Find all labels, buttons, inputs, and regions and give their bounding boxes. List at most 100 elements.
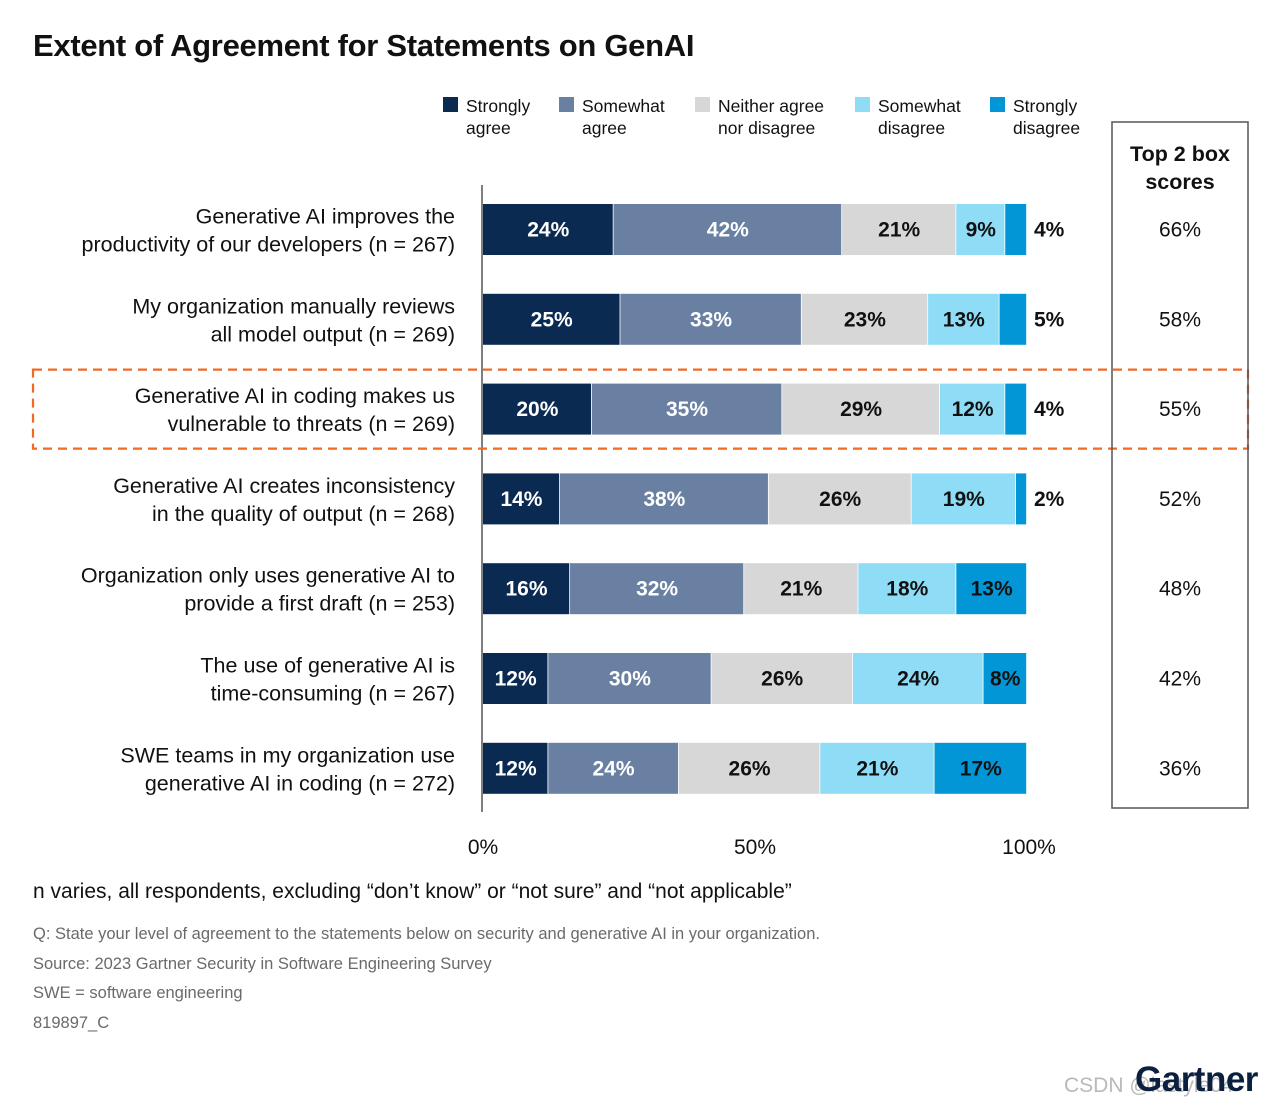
bar-segment	[483, 653, 548, 704]
data-label: 24%	[527, 219, 569, 242]
data-label: 23%	[844, 308, 886, 331]
bar-segment	[620, 293, 801, 345]
x-tick-label: 0%	[468, 836, 498, 859]
bar-segment	[820, 742, 934, 794]
bar-segment	[559, 473, 768, 525]
bar-segment	[744, 563, 858, 615]
legend-label-3: nor disagree	[718, 118, 815, 138]
bar-segment	[999, 293, 1027, 345]
top2-header: scores	[1145, 170, 1214, 194]
bar-segment	[483, 473, 560, 525]
bar-segment	[934, 742, 1027, 794]
legend-label-4: disagree	[878, 118, 945, 138]
legend-label-2: Somewhat	[582, 96, 665, 116]
category-label: in the quality of output (n = 268)	[152, 502, 455, 526]
legend-label-5: disagree	[1013, 118, 1080, 138]
top2-score: 48%	[1159, 578, 1201, 601]
top2-score: 58%	[1159, 308, 1201, 331]
bar-segment	[1005, 204, 1027, 255]
data-label: 13%	[943, 308, 985, 331]
bar-segment	[1016, 473, 1027, 525]
legend-label-1: agree	[466, 118, 511, 138]
bar-segment	[711, 653, 853, 704]
data-label: 8%	[990, 668, 1021, 691]
legend-label-2: agree	[582, 118, 627, 138]
category-label: My organization manually reviews	[132, 294, 455, 318]
bar-segment	[768, 473, 911, 525]
category-label: Generative AI improves the	[196, 205, 455, 229]
bar-segment	[939, 383, 1005, 435]
data-label: 32%	[636, 578, 678, 601]
data-label: 33%	[690, 308, 732, 331]
figure-id: 819897_C	[33, 1014, 110, 1032]
bar-segment	[956, 563, 1027, 615]
legend-swatch-1	[443, 97, 458, 112]
data-label: 16%	[506, 578, 548, 601]
top2-score: 55%	[1159, 398, 1201, 421]
data-label: 29%	[840, 398, 882, 421]
data-label: 20%	[516, 398, 558, 421]
category-label: The use of generative AI is	[200, 654, 455, 678]
top2-header: Top 2 box	[1130, 142, 1230, 166]
data-label: 4%	[1034, 219, 1065, 242]
bar-segment	[858, 563, 956, 615]
data-label: 21%	[780, 578, 822, 601]
top2-score: 42%	[1159, 668, 1201, 691]
category-label: provide a first draft (n = 253)	[184, 592, 455, 616]
question-note: Q: State your level of agreement to the …	[33, 925, 820, 943]
bar-segment	[548, 653, 711, 704]
x-tick-label: 100%	[1002, 836, 1056, 859]
source-note: Source: 2023 Gartner Security in Softwar…	[33, 955, 492, 973]
gartner-logo: Gartner	[1135, 1060, 1258, 1099]
data-label: 12%	[952, 398, 994, 421]
data-label: 2%	[1034, 488, 1065, 511]
watermark-text: CSDN @lastyle04	[1064, 1074, 1234, 1097]
bar-segment	[852, 653, 983, 704]
data-label: 17%	[960, 757, 1002, 780]
category-label: Generative AI in coding makes us	[135, 384, 455, 408]
data-label: 13%	[971, 578, 1013, 601]
data-label: 21%	[856, 757, 898, 780]
x-tick-label: 50%	[734, 836, 776, 859]
category-label: time-consuming (n = 267)	[211, 682, 455, 706]
data-label: 26%	[819, 488, 861, 511]
bar-segment	[613, 204, 842, 255]
bar-segment	[782, 383, 940, 435]
data-label: 26%	[761, 668, 803, 691]
top2-score: 66%	[1159, 219, 1201, 242]
data-label: 26%	[729, 757, 771, 780]
bar-segment	[483, 204, 613, 255]
data-label: 4%	[1034, 398, 1065, 421]
category-label: SWE teams in my organization use	[120, 743, 455, 767]
category-label: vulnerable to threats (n = 269)	[168, 412, 455, 436]
highlight-box	[31, 368, 1250, 450]
bar-segment	[591, 383, 782, 435]
legend-label-3: Neither agree	[718, 96, 824, 116]
category-label: generative AI in coding (n = 272)	[145, 771, 455, 795]
category-label: Organization only uses generative AI to	[81, 564, 455, 588]
legend-swatch-4	[855, 97, 870, 112]
top2-score: 52%	[1159, 488, 1201, 511]
legend-label-4: Somewhat	[878, 96, 961, 116]
data-label: 12%	[495, 757, 537, 780]
top2-panel	[1111, 121, 1249, 809]
legend-swatch-3	[695, 97, 710, 112]
data-label: 18%	[886, 578, 928, 601]
bar-segment	[483, 293, 620, 345]
data-label: 42%	[707, 219, 749, 242]
bar-segment	[548, 742, 679, 794]
legend-label-1: Strongly	[466, 96, 530, 116]
data-label: 24%	[897, 668, 939, 691]
data-label: 14%	[500, 488, 542, 511]
bar-segment	[483, 383, 591, 435]
abbrev-note: SWE = software engineering	[33, 984, 243, 1002]
data-label: 12%	[495, 668, 537, 691]
bar-segment	[842, 204, 956, 255]
base-note: n varies, all respondents, excluding “do…	[33, 880, 792, 903]
legend-label-5: Strongly	[1013, 96, 1077, 116]
legend-swatch-2	[559, 97, 574, 112]
bar-segment	[928, 293, 999, 345]
bar-segment	[801, 293, 928, 345]
bar-segment	[570, 563, 744, 615]
